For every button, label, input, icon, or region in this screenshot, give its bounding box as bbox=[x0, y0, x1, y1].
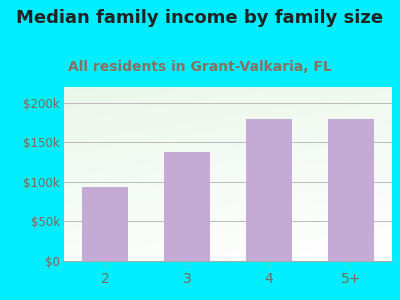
Bar bbox=[246, 118, 292, 261]
Bar bbox=[246, 118, 292, 261]
Bar bbox=[328, 119, 374, 261]
Bar bbox=[164, 152, 210, 261]
Bar bbox=[164, 152, 210, 261]
Bar bbox=[82, 188, 128, 261]
Bar bbox=[328, 119, 374, 261]
Text: All residents in Grant-Valkaria, FL: All residents in Grant-Valkaria, FL bbox=[68, 60, 332, 74]
Bar bbox=[82, 188, 128, 261]
Text: Median family income by family size: Median family income by family size bbox=[16, 9, 384, 27]
